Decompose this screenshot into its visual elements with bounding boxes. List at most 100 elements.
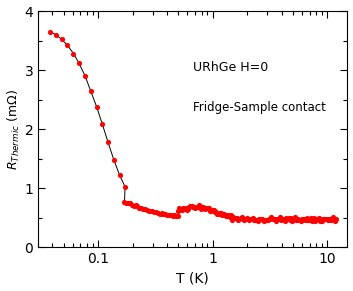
Point	[320, 217, 326, 221]
Point	[262, 217, 268, 222]
Point	[94, 104, 100, 109]
Point	[287, 218, 293, 223]
Point	[88, 88, 94, 93]
Point	[76, 61, 82, 65]
Point	[248, 216, 253, 221]
Point	[293, 218, 299, 223]
Point	[229, 218, 235, 222]
Point	[288, 215, 294, 220]
Point	[221, 212, 226, 216]
Point	[197, 204, 203, 209]
X-axis label: T (K): T (K)	[176, 272, 209, 285]
Point	[330, 215, 335, 220]
Point	[313, 219, 318, 223]
Point	[138, 205, 144, 210]
Point	[240, 217, 246, 222]
Point	[300, 218, 306, 223]
Point	[187, 204, 193, 208]
Point	[129, 203, 135, 207]
Point	[253, 217, 258, 222]
Point	[178, 207, 184, 212]
Point	[228, 213, 234, 218]
Point	[325, 218, 330, 222]
Point	[53, 32, 59, 37]
Point	[100, 122, 105, 127]
Point	[210, 208, 215, 213]
Point	[309, 218, 315, 223]
Point	[267, 217, 273, 221]
Point	[166, 213, 172, 217]
Point	[271, 217, 277, 221]
Point	[127, 201, 133, 206]
Point	[146, 209, 151, 213]
Point	[180, 205, 186, 210]
Point	[270, 217, 275, 221]
Point	[124, 200, 129, 205]
Point	[237, 216, 242, 221]
Point	[245, 216, 251, 221]
Point	[323, 217, 328, 221]
Point	[195, 205, 201, 209]
Point	[164, 213, 170, 217]
Point	[223, 214, 229, 219]
Point	[205, 205, 210, 210]
Point	[238, 216, 244, 221]
Point	[251, 218, 257, 222]
Point	[308, 216, 313, 221]
Point	[303, 218, 309, 223]
Point	[331, 217, 337, 221]
Point	[172, 213, 177, 218]
Point	[151, 210, 157, 214]
Point	[140, 206, 146, 211]
Point	[117, 173, 122, 178]
Point	[281, 217, 286, 222]
Point	[155, 211, 161, 215]
Point	[277, 214, 283, 219]
Point	[246, 217, 252, 222]
Point	[279, 217, 284, 222]
Point	[295, 217, 301, 221]
Point	[220, 212, 225, 217]
Point	[215, 212, 220, 216]
Point	[122, 184, 128, 189]
Point	[291, 216, 296, 221]
Point	[217, 210, 223, 215]
Point	[311, 216, 317, 220]
Point	[225, 213, 230, 218]
Point	[305, 218, 311, 222]
Point	[326, 217, 332, 221]
Point	[218, 210, 224, 215]
Point	[259, 217, 264, 221]
Point	[327, 217, 333, 221]
Point	[201, 206, 207, 210]
Point	[122, 200, 127, 204]
Point	[161, 212, 166, 216]
Point	[310, 217, 316, 221]
Point	[222, 213, 228, 217]
Point	[190, 204, 196, 209]
Point	[211, 208, 216, 212]
Point	[294, 218, 300, 222]
Point	[207, 208, 213, 213]
Point	[315, 217, 321, 221]
Point	[59, 37, 64, 42]
Text: Fridge-Sample contact: Fridge-Sample contact	[193, 101, 326, 114]
Point	[227, 214, 233, 219]
Point	[170, 214, 175, 218]
Point	[276, 217, 282, 221]
Point	[199, 207, 204, 211]
Point	[244, 216, 250, 220]
Point	[65, 43, 70, 48]
Point	[264, 217, 269, 222]
Point	[243, 217, 249, 222]
Point	[179, 208, 185, 212]
Point	[216, 212, 221, 217]
Point	[319, 218, 324, 223]
Point	[196, 203, 202, 208]
Point	[249, 217, 255, 221]
Point	[134, 204, 140, 209]
Point	[213, 210, 219, 215]
Point	[231, 214, 236, 219]
Point	[144, 207, 150, 212]
Point	[206, 206, 212, 211]
